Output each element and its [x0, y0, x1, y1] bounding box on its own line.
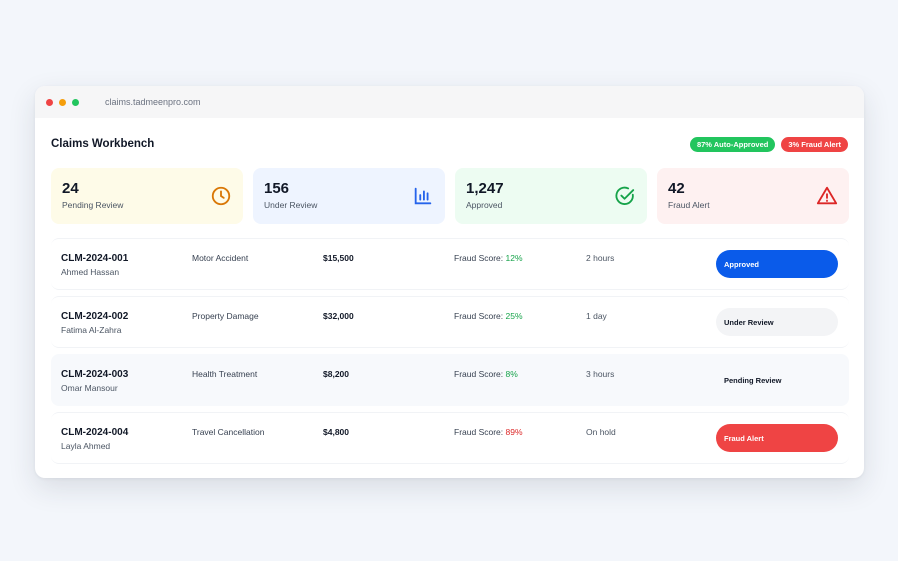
- summary-badges: 87% Auto-Approved 3% Fraud Alert: [689, 136, 848, 152]
- warning-icon: [816, 186, 838, 205]
- claim-id: CLM-2024-004: [61, 427, 129, 438]
- maximize-window-dot[interactable]: [72, 98, 79, 106]
- fraud-score-value: 12%: [505, 253, 523, 263]
- table-row[interactable]: CLM-2024-001 Ahmed Hassan Motor Accident…: [51, 238, 849, 290]
- stat-card-approved[interactable]: 1,247 Approved: [455, 168, 647, 224]
- fraud-score-label: Fraud Score:: [454, 369, 504, 379]
- table-row[interactable]: CLM-2024-004 Layla Ahmed Travel Cancella…: [51, 412, 849, 464]
- claim-id: CLM-2024-002: [61, 311, 129, 322]
- fraud-score-cell: Fraud Score: 12%: [454, 253, 523, 263]
- stat-value: 24: [62, 180, 79, 197]
- stat-label: Fraud Alert: [668, 200, 710, 210]
- claim-age: 2 hours: [586, 253, 615, 263]
- status-button-pending-review[interactable]: Pending Review: [716, 366, 838, 394]
- claim-id-cell: CLM-2024-003 Omar Mansour: [61, 369, 128, 393]
- fraud-score-value: 8%: [505, 369, 518, 379]
- stat-label: Under Review: [264, 200, 318, 210]
- claim-id-cell: CLM-2024-004 Layla Ahmed: [61, 427, 128, 451]
- claimant-name: Layla Ahmed: [61, 441, 111, 451]
- fraud-score-value: 25%: [505, 311, 523, 321]
- stats-row: 24 Pending Review 156 Under Review 1,2: [51, 168, 849, 224]
- claim-amount: $8,200: [323, 369, 349, 379]
- address-bar-url[interactable]: claims.tadmeenpro.com: [105, 97, 201, 107]
- claim-type: Property Damage: [192, 311, 259, 321]
- table-row[interactable]: CLM-2024-003 Omar Mansour Health Treatme…: [51, 354, 849, 406]
- stat-card-fraud-alert[interactable]: 42 Fraud Alert: [657, 168, 849, 224]
- fraud-score-label: Fraud Score:: [454, 427, 504, 437]
- claim-id-cell: CLM-2024-002 Fatima Al-Zahra: [61, 311, 128, 335]
- fraud-score-cell: Fraud Score: 25%: [454, 311, 523, 321]
- status-button-under-review[interactable]: Under Review: [716, 308, 838, 336]
- stat-label: Approved: [466, 200, 503, 210]
- claims-list: CLM-2024-001 Ahmed Hassan Motor Accident…: [51, 238, 849, 470]
- browser-window: claims.tadmeenpro.com Claims Workbench 8…: [35, 86, 864, 478]
- stat-card-pending[interactable]: 24 Pending Review: [51, 168, 243, 224]
- bar-chart-icon: [414, 187, 432, 205]
- claims-workbench: Claims Workbench 87% Auto-Approved 3% Fr…: [35, 118, 864, 478]
- status-button-fraud-alert[interactable]: Fraud Alert: [716, 424, 838, 452]
- table-row[interactable]: CLM-2024-002 Fatima Al-Zahra Property Da…: [51, 296, 849, 348]
- claim-type: Health Treatment: [192, 369, 258, 379]
- fraud-alert-badge: 3% Fraud Alert: [781, 136, 848, 152]
- stat-value: 42: [668, 180, 685, 197]
- claim-type: Travel Cancellation: [192, 427, 265, 437]
- claim-age: 1 day: [586, 311, 607, 321]
- stat-value: 1,247: [466, 180, 504, 197]
- claim-id-cell: CLM-2024-001 Ahmed Hassan: [61, 253, 128, 277]
- stat-value: 156: [264, 180, 290, 197]
- claim-age: On hold: [586, 427, 616, 437]
- close-window-dot[interactable]: [46, 98, 53, 106]
- stat-label: Pending Review: [62, 200, 124, 210]
- stat-card-under-review[interactable]: 156 Under Review: [253, 168, 445, 224]
- claim-amount: $15,500: [323, 253, 354, 263]
- workbench-header: Claims Workbench 87% Auto-Approved 3% Fr…: [51, 136, 848, 152]
- status-button-approved[interactable]: Approved: [716, 250, 838, 278]
- fraud-score-label: Fraud Score:: [454, 253, 504, 263]
- fraud-score-cell: Fraud Score: 8%: [454, 369, 518, 379]
- page-title: Claims Workbench: [51, 138, 155, 150]
- claim-id: CLM-2024-003: [61, 369, 129, 380]
- claim-type: Motor Accident: [192, 253, 249, 263]
- claim-amount: $32,000: [323, 311, 354, 321]
- auto-approved-badge: 87% Auto-Approved: [689, 136, 776, 152]
- claimant-name: Omar Mansour: [61, 383, 118, 393]
- check-circle-icon: [615, 186, 635, 205]
- clock-icon: [211, 186, 231, 206]
- fraud-score-cell: Fraud Score: 89%: [454, 427, 523, 437]
- fraud-score-value: 89%: [505, 427, 523, 437]
- browser-titlebar: claims.tadmeenpro.com: [35, 86, 864, 118]
- claimant-name: Fatima Al-Zahra: [61, 325, 122, 335]
- claimant-name: Ahmed Hassan: [61, 267, 120, 277]
- claim-age: 3 hours: [586, 369, 615, 379]
- minimize-window-dot[interactable]: [59, 98, 66, 106]
- claim-id: CLM-2024-001: [61, 253, 129, 264]
- fraud-score-label: Fraud Score:: [454, 311, 504, 321]
- claim-amount: $4,800: [323, 427, 349, 437]
